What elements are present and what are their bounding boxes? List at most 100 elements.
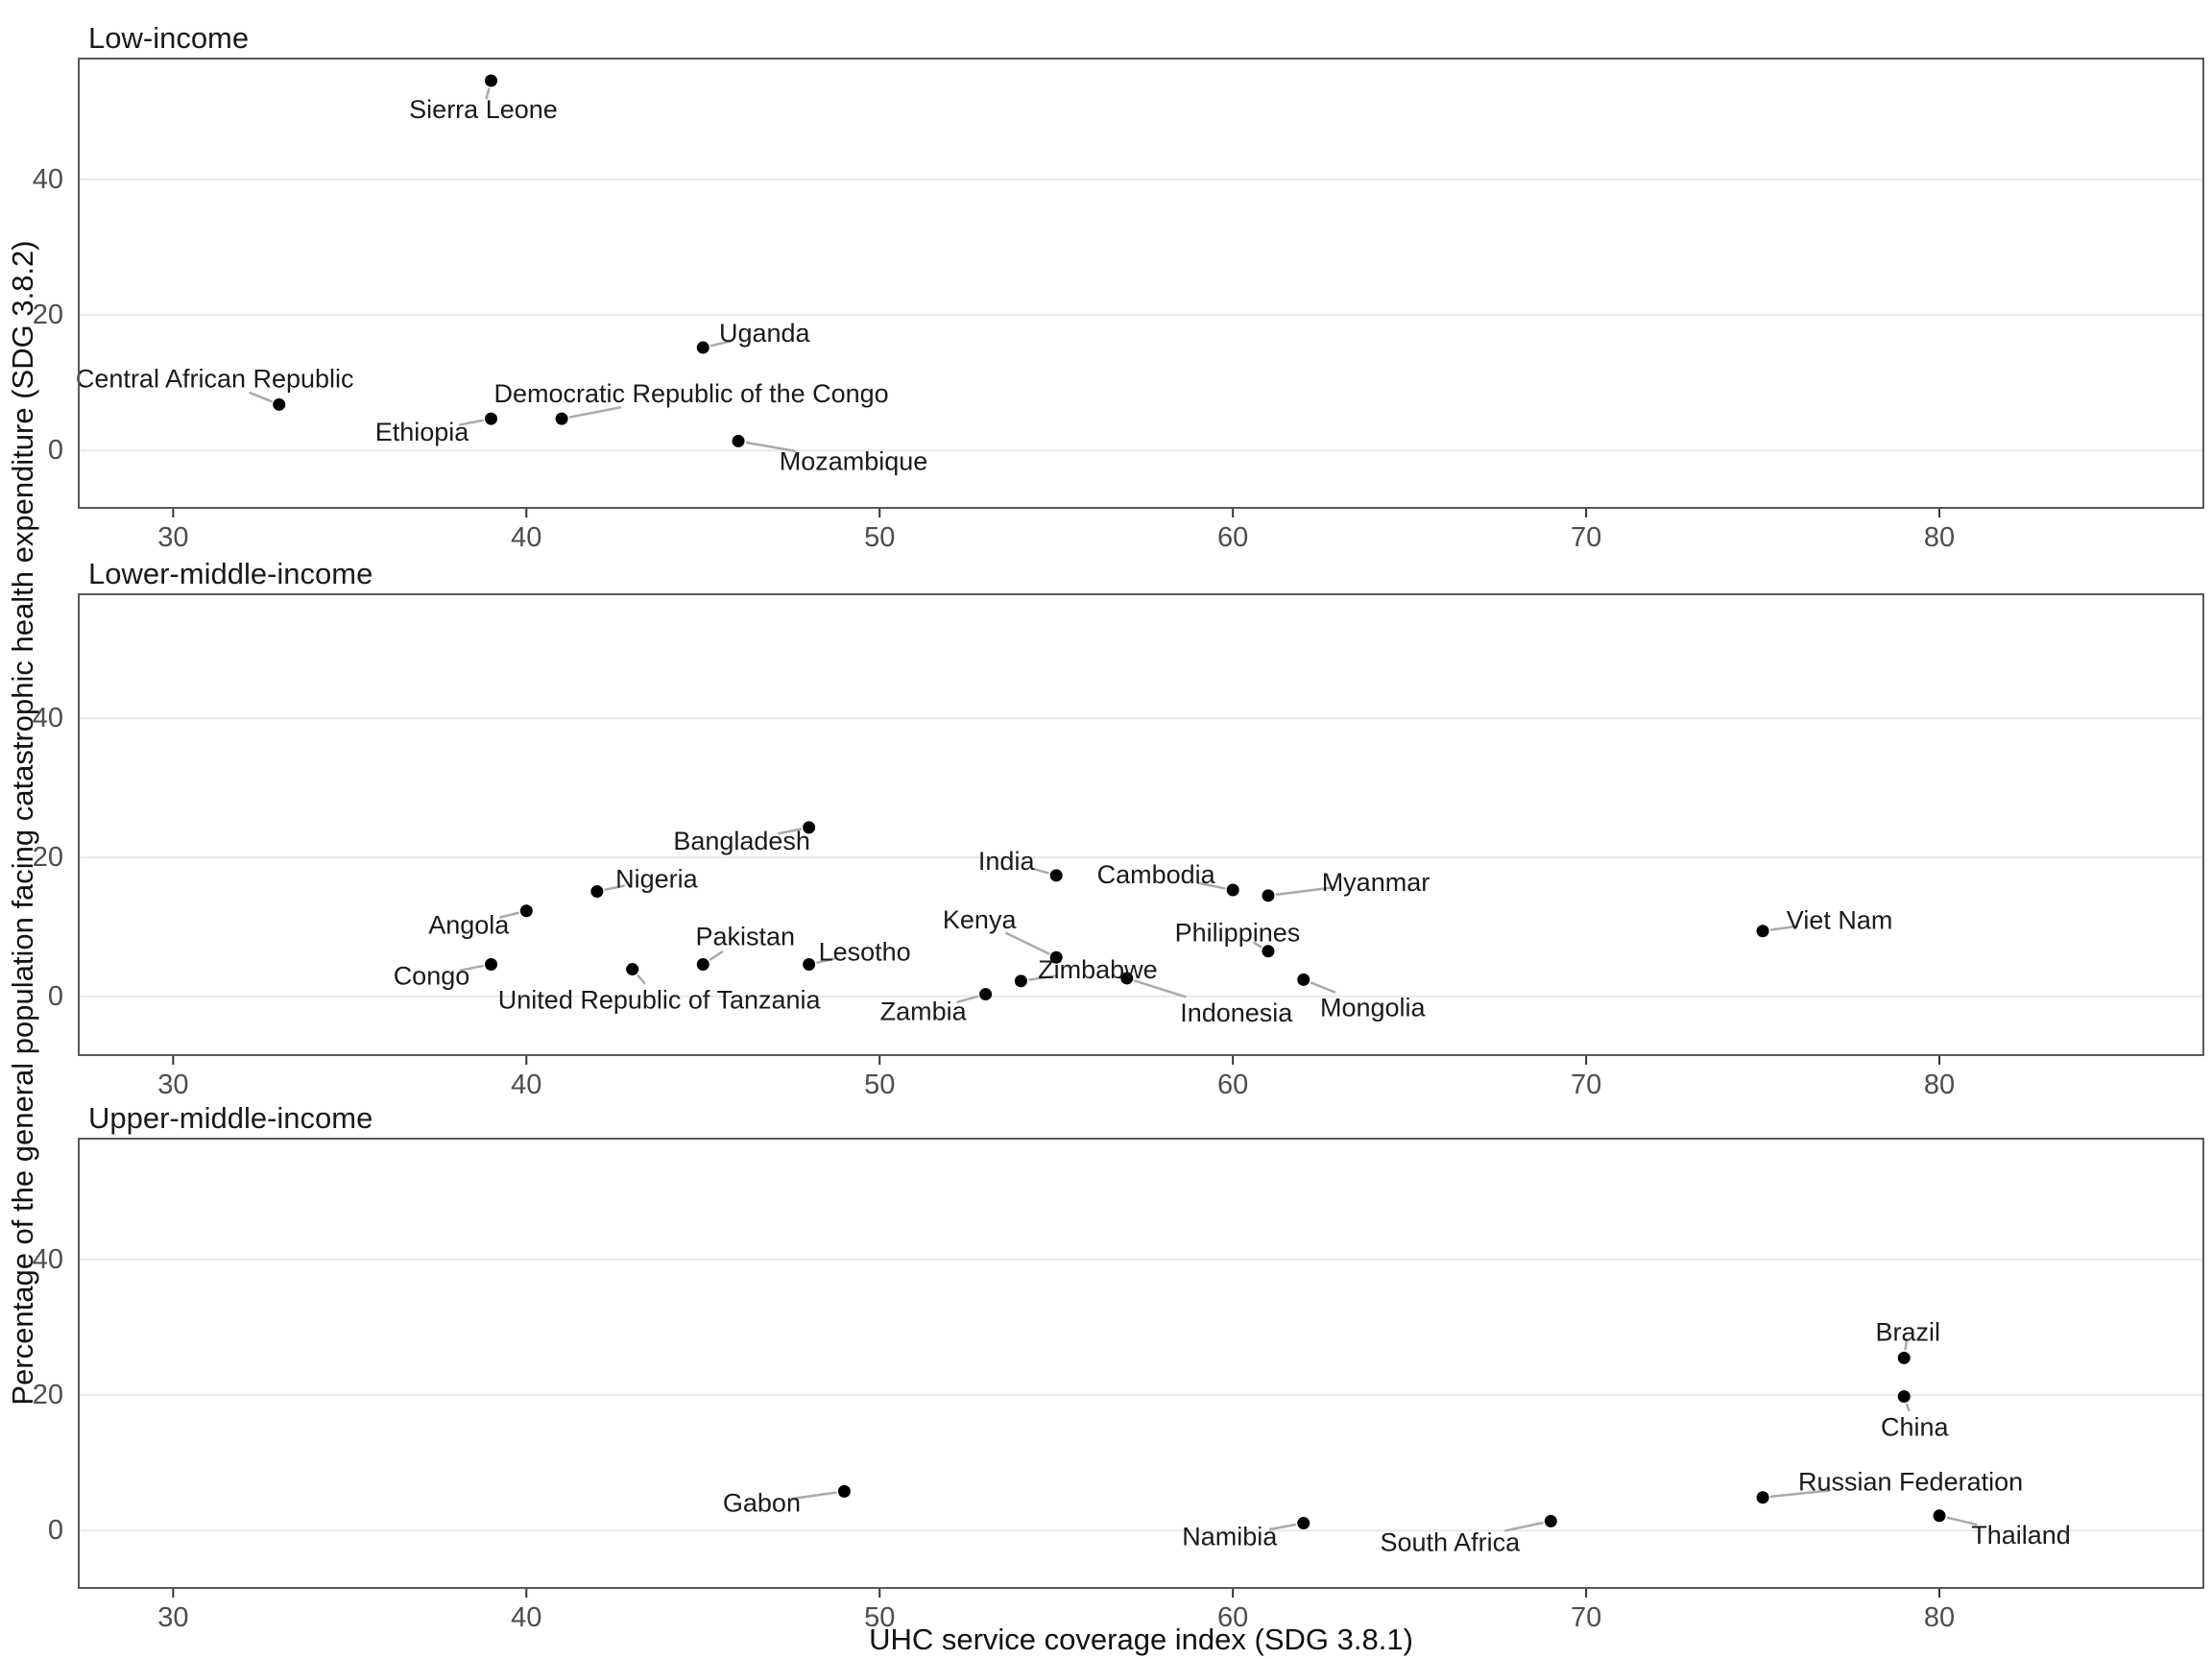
point-label: Nigeria [615,864,699,893]
panel-border [78,593,2204,1056]
panel-plot: Bangladesh Nigeria Angola Congo United Repub… [78,593,2204,1065]
data-point [803,957,816,971]
data-point [1544,1514,1557,1527]
x-tick-label: 40 [511,1602,542,1633]
data-point [1014,974,1027,988]
point-label: Congo [394,961,470,990]
label-leader-line [1253,941,1262,949]
y-tick-label: 40 [32,703,63,734]
point-label: Zimbabwe [1038,955,1158,984]
facet-title: Lower-middle-income [88,557,373,590]
y-axis-title-text: Percentage of the general population fac… [6,240,39,1406]
x-tick-label: 30 [157,1602,189,1633]
data-point [732,434,745,447]
point-label: Zambia [880,998,968,1026]
label-leader-line [1769,1489,1831,1499]
panel-plot: Sierra Leone Uganda Central African Republ… [76,58,2204,517]
data-point [590,884,604,898]
y-tick-label: 40 [32,1244,63,1276]
x-tick-label: 50 [864,1602,896,1633]
data-point [1756,1491,1769,1504]
point-label: Democratic Republic of the Congo [493,379,888,408]
point-label: Central African Republic [76,364,354,393]
x-tick-label: 30 [157,1070,189,1100]
data-point [626,963,639,976]
panel-border [78,58,2204,509]
x-tick-label: 50 [864,1070,896,1100]
data-point [1120,972,1134,985]
x-tick-label: 60 [1217,1602,1249,1633]
label-leader-line [1904,1338,1909,1351]
point-label: United Republic of Tanzania [498,986,822,1015]
data-point [519,904,533,918]
data-point [1226,883,1239,897]
label-leader-line [1134,979,1187,998]
label-leader-line [604,884,626,891]
point-label: Thailand [1971,1521,2071,1550]
y-tick-label: 0 [47,980,63,1012]
x-tick-label: 30 [157,522,189,553]
x-tick-label: 60 [1217,522,1249,553]
data-point [1262,945,1275,958]
point-label: Russian Federation [1798,1468,2023,1497]
x-tick-label: 40 [511,1070,542,1100]
y-tick-label: 20 [32,842,63,873]
label-leader-line [1028,974,1057,981]
data-point [1262,889,1275,902]
x-tick-label: 80 [1923,522,1956,553]
label-leader-line [485,87,491,100]
label-leader-line [709,340,733,348]
facet-title: Upper-middle-income [88,1101,373,1135]
point-label: Philippines [1175,919,1301,948]
label-leader-line [637,974,646,985]
data-point [1049,950,1063,964]
point-label: Angola [428,911,510,940]
point-label: South Africa [1381,1527,1522,1556]
point-label: Indonesia [1180,998,1293,1027]
label-leader-line [499,911,519,919]
x-axis-title: UHC service coverage index (SDG 3.8.1) [869,1623,1413,1656]
data-point [1897,1390,1911,1404]
point-label: Viet Nam [1787,906,1893,935]
data-point [484,412,497,425]
panel-plot: Gabon Namibia South Africa Russian Federati… [78,1138,2204,1598]
label-leader-line [1946,1516,1978,1527]
point-label: India [978,847,1036,876]
x-tick-label: 80 [1923,1602,1956,1633]
point-label: Sierra Leone [409,95,558,124]
y-tick-label: 20 [32,1380,63,1411]
point-label: Cambodia [1097,860,1216,889]
facet-title: Low-income [88,21,250,55]
data-point [1897,1351,1911,1364]
x-tick-label: 70 [1570,522,1602,553]
data-point [1049,869,1063,882]
label-leader-line [1905,1403,1911,1412]
label-leader-line [459,964,484,972]
label-leader-line [777,828,803,835]
data-point [837,1484,851,1498]
data-point [1756,925,1769,938]
point-label: Namibia [1182,1523,1278,1551]
data-point [273,397,286,411]
label-leader-line [1032,867,1049,875]
label-leader-line [1268,1523,1297,1531]
x-tick-label: 70 [1570,1602,1602,1633]
label-leader-line [816,957,835,964]
label-leader-line [1769,925,1799,931]
label-leader-line [956,995,979,1003]
label-leader-line [1004,931,1050,955]
label-leader-line [1196,881,1226,890]
point-label: Gabon [723,1488,801,1517]
point-label: Lesotho [819,937,911,966]
label-leader-line [568,406,622,419]
label-leader-line [458,419,484,426]
data-point [696,957,709,971]
label-leader-line [1310,981,1336,994]
data-point [803,821,816,834]
data-point [1297,1517,1310,1530]
point-label: Uganda [719,319,811,348]
point-label: Kenya [943,905,1018,934]
y-tick-label: 40 [32,164,63,196]
x-tick-label: 50 [864,522,896,553]
label-leader-line [1503,1522,1544,1532]
